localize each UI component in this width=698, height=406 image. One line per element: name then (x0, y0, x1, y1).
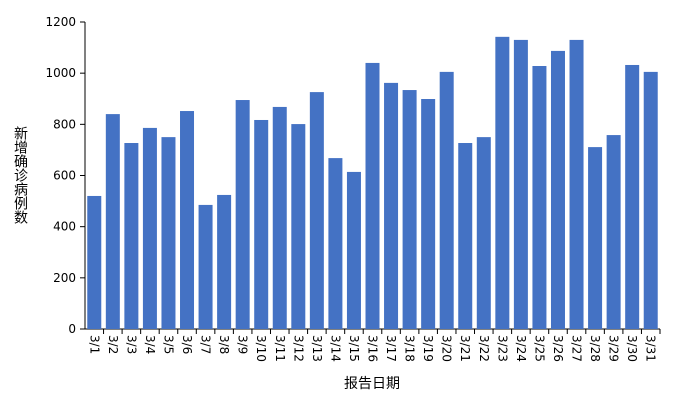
bar (384, 82, 399, 329)
bar (643, 71, 658, 329)
bar (105, 114, 120, 329)
x-tick-label: 3/8 (217, 335, 231, 354)
bar (87, 195, 102, 329)
bar (421, 99, 436, 330)
bar (513, 39, 528, 330)
x-tick-label: 3/11 (273, 335, 287, 362)
x-tick-label: 3/17 (384, 335, 398, 362)
bar (180, 111, 195, 329)
bar (346, 171, 361, 329)
x-tick-label: 3/5 (161, 335, 175, 354)
x-tick-label: 3/9 (236, 335, 250, 354)
x-tick-label: 3/31 (644, 335, 658, 362)
x-tick-label: 3/4 (143, 335, 157, 354)
x-tick-label: 3/18 (403, 335, 417, 362)
x-tick-label: 3/25 (532, 335, 546, 362)
x-tick-label: 3/19 (421, 335, 435, 362)
y-tick-label: 200 (53, 271, 76, 285)
bar (476, 137, 491, 329)
x-tick-label: 3/12 (291, 335, 305, 362)
x-tick-label: 3/15 (347, 335, 361, 362)
bar (625, 64, 640, 329)
bar (217, 194, 232, 329)
x-tick-label: 3/16 (366, 335, 380, 362)
bar (588, 147, 603, 329)
x-tick-label: 3/24 (514, 335, 528, 362)
bar (606, 135, 621, 329)
bar (550, 50, 565, 329)
y-tick-label: 400 (53, 220, 76, 234)
y-axis-label: 新增确诊病例数 (12, 126, 28, 224)
bar (495, 36, 510, 330)
x-tick-label: 3/10 (254, 335, 268, 362)
x-tick-label: 3/21 (458, 335, 472, 362)
bar (161, 137, 176, 329)
y-tick-label: 800 (53, 117, 76, 131)
bar (365, 62, 380, 329)
x-axis-label: 报告日期 (344, 376, 400, 392)
y-tick-label: 0 (68, 322, 76, 336)
x-tick-label: 3/7 (199, 335, 213, 354)
y-tick-label: 1200 (45, 15, 76, 29)
bar (569, 39, 584, 330)
bar (198, 204, 213, 329)
x-tick-label: 3/23 (495, 335, 509, 362)
y-tick-label: 600 (53, 169, 76, 183)
bar (309, 92, 324, 330)
bar (142, 127, 157, 329)
bar (458, 143, 473, 329)
x-tick-label: 3/26 (551, 335, 565, 362)
x-tick-label: 3/13 (310, 335, 324, 362)
bar (272, 106, 287, 329)
bar (124, 143, 139, 329)
bar (291, 124, 306, 329)
bar (235, 100, 250, 329)
x-tick-label: 3/29 (607, 335, 621, 362)
x-tick-label: 3/28 (588, 335, 602, 362)
x-tick-label: 3/22 (477, 335, 491, 362)
x-tick-label: 3/3 (124, 335, 138, 354)
x-tick-label: 3/30 (625, 335, 639, 362)
x-tick-label: 3/20 (440, 335, 454, 362)
x-tick-label: 3/27 (570, 335, 584, 362)
bar (439, 71, 454, 329)
x-tick-label: 3/14 (328, 335, 342, 362)
bar (328, 158, 343, 329)
y-tick-label: 1000 (45, 66, 76, 80)
x-tick-label: 3/6 (180, 335, 194, 354)
bar (402, 90, 417, 329)
x-tick-label: 3/1 (87, 335, 101, 354)
bar (532, 66, 547, 330)
bar (254, 119, 269, 330)
x-tick-label: 3/2 (106, 335, 120, 354)
